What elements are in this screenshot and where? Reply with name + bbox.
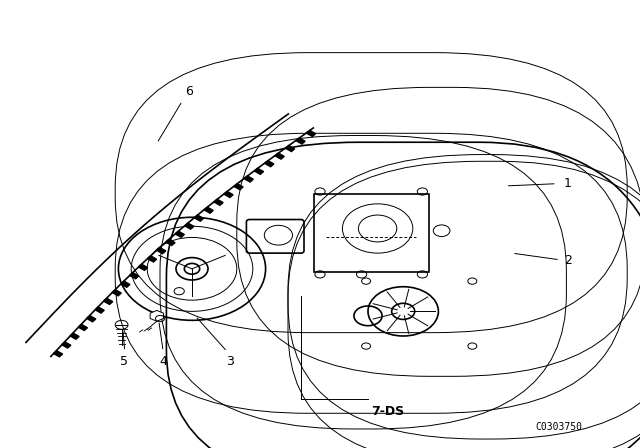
Text: 7-DS: 7-DS: [371, 405, 404, 418]
Polygon shape: [254, 168, 264, 174]
Polygon shape: [61, 342, 71, 348]
Circle shape: [184, 263, 200, 274]
Polygon shape: [234, 184, 243, 190]
Polygon shape: [138, 264, 148, 270]
Polygon shape: [265, 160, 274, 167]
Polygon shape: [285, 146, 294, 151]
Polygon shape: [195, 215, 204, 221]
Text: 5: 5: [120, 355, 127, 368]
Polygon shape: [175, 231, 184, 237]
Polygon shape: [95, 307, 104, 313]
Polygon shape: [150, 310, 163, 321]
Polygon shape: [104, 298, 113, 305]
Polygon shape: [129, 273, 139, 279]
Polygon shape: [147, 256, 157, 262]
Polygon shape: [224, 191, 233, 198]
Polygon shape: [166, 239, 175, 246]
Polygon shape: [214, 199, 223, 205]
Polygon shape: [53, 351, 63, 357]
Polygon shape: [204, 207, 213, 213]
Polygon shape: [157, 248, 166, 254]
Polygon shape: [307, 130, 316, 137]
Text: C0303750: C0303750: [536, 422, 582, 432]
Text: 2: 2: [564, 254, 572, 267]
Text: 6: 6: [186, 85, 193, 98]
Text: 4: 4: [159, 355, 167, 368]
Polygon shape: [275, 153, 284, 159]
Polygon shape: [112, 290, 122, 296]
Polygon shape: [78, 324, 88, 331]
Polygon shape: [121, 281, 130, 287]
Polygon shape: [244, 176, 253, 182]
Polygon shape: [296, 138, 305, 144]
Text: 3: 3: [227, 355, 234, 368]
Polygon shape: [70, 333, 79, 339]
Polygon shape: [185, 223, 194, 229]
Polygon shape: [86, 316, 96, 322]
Text: 1: 1: [563, 177, 571, 190]
